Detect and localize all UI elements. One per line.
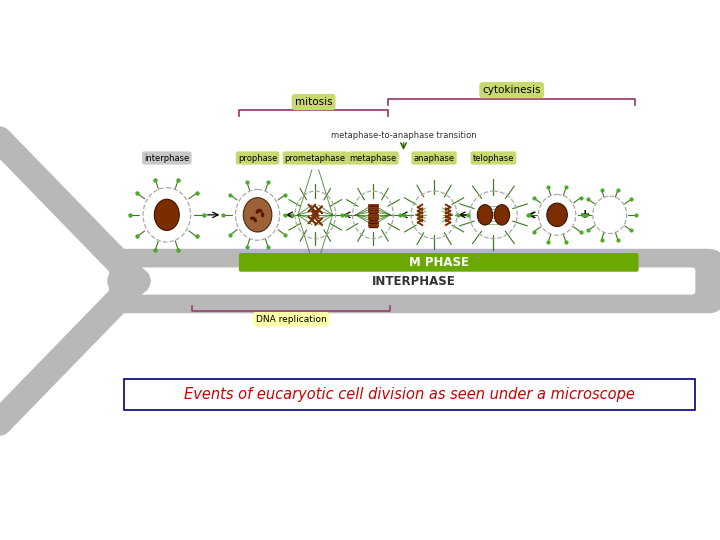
FancyBboxPatch shape	[124, 380, 696, 410]
Ellipse shape	[495, 205, 510, 225]
Text: INTERPHASE: INTERPHASE	[372, 274, 456, 287]
Ellipse shape	[256, 209, 259, 214]
Text: cytokinesis: cytokinesis	[482, 85, 541, 95]
Text: +: +	[580, 208, 590, 221]
Ellipse shape	[243, 198, 272, 232]
Ellipse shape	[253, 218, 257, 222]
Ellipse shape	[261, 212, 264, 218]
Text: DNA replication: DNA replication	[256, 315, 326, 323]
Text: telophase: telophase	[473, 153, 514, 163]
FancyBboxPatch shape	[239, 253, 639, 272]
Ellipse shape	[258, 208, 263, 213]
Ellipse shape	[154, 199, 179, 231]
Text: metaphase-to-anaphase transition: metaphase-to-anaphase transition	[330, 131, 477, 140]
Text: Events of eucaryotic cell division as seen under a microscope: Events of eucaryotic cell division as se…	[184, 387, 635, 402]
Text: prophase: prophase	[238, 153, 277, 163]
Ellipse shape	[477, 205, 492, 225]
Text: prometaphase: prometaphase	[284, 153, 346, 163]
FancyBboxPatch shape	[103, 249, 720, 313]
Text: anaphase: anaphase	[413, 153, 454, 163]
Ellipse shape	[546, 203, 567, 227]
Text: M PHASE: M PHASE	[409, 256, 469, 269]
Text: interphase: interphase	[144, 153, 189, 163]
Ellipse shape	[250, 217, 255, 220]
FancyBboxPatch shape	[132, 267, 696, 295]
Text: metaphase: metaphase	[349, 153, 397, 163]
Text: mitosis: mitosis	[294, 97, 333, 107]
